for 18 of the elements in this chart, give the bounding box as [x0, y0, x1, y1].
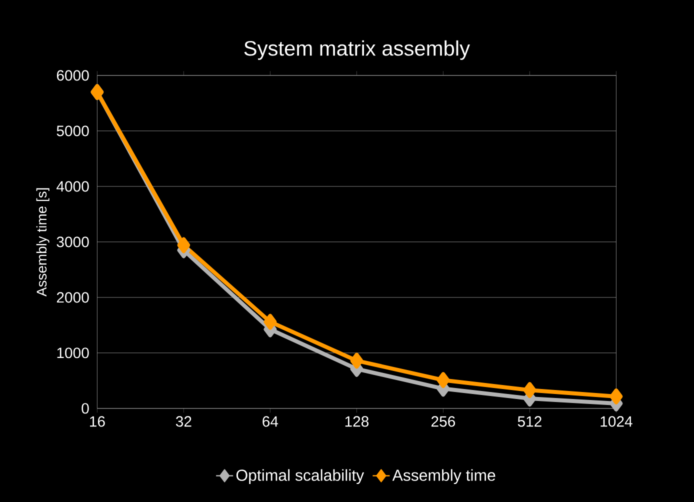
- x-tick-label: 32: [176, 416, 192, 427]
- y-tick-label: 0: [82, 403, 89, 414]
- legend-label: Optimal scalability: [236, 469, 364, 484]
- legend-label: Assembly time: [392, 469, 496, 484]
- y-tick-label: 4000: [56, 181, 89, 192]
- x-tick-label: 128: [345, 416, 369, 427]
- y-tick-label: 1000: [57, 348, 89, 358]
- chart-title: System matrix assembly: [244, 40, 470, 60]
- x-tick-label: 512: [518, 416, 542, 427]
- y-tick-label: 6000: [56, 70, 89, 81]
- y-tick-label: 5000: [56, 126, 89, 136]
- y-tick-label: 3000: [56, 236, 89, 248]
- x-tick-label: 64: [262, 416, 278, 427]
- y-axis-title: Assembly time [s]: [36, 188, 50, 297]
- x-tick-label: 16: [90, 416, 105, 427]
- y-tick-label: 2000: [56, 292, 89, 303]
- x-tick-label: 256: [431, 416, 456, 427]
- x-tick-label: 1024: [600, 416, 632, 427]
